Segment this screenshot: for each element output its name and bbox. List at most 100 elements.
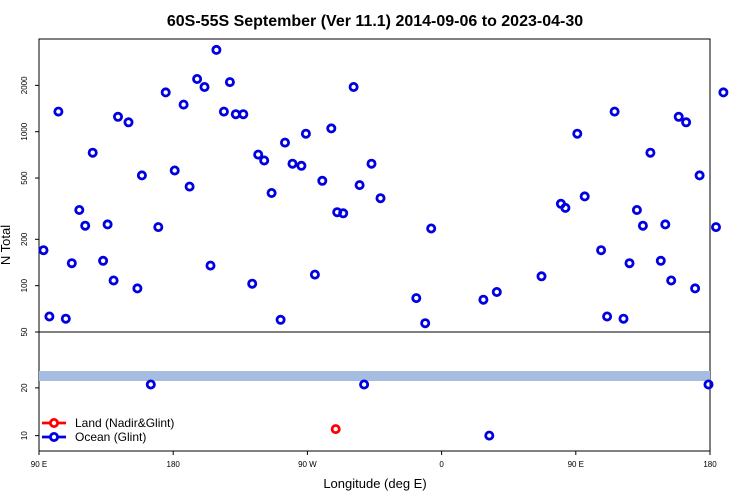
ocean-glint-point (60, 313, 71, 324)
ocean-glint-point (375, 193, 386, 204)
ocean-glint-point (205, 260, 216, 271)
upper_panel-tick-label: 50 (20, 327, 29, 336)
ocean-glint-point (38, 245, 49, 256)
ocean-glint-point (211, 44, 222, 55)
x-axis-label: Longitude (deg E) (323, 476, 426, 491)
x-axis: 90 E 180 90 W 0 90 E 180 (31, 451, 717, 469)
x-tick-label: 90 E (568, 460, 584, 469)
ocean-glint-point (98, 255, 109, 266)
ocean-glint-point (645, 147, 656, 158)
lower_panel-tick-label: 20 (20, 383, 29, 392)
chart-title: 60S-55S September (Ver 11.1) 2014-09-06 … (167, 13, 583, 30)
data-points (38, 44, 729, 441)
ocean-glint-point (123, 117, 134, 128)
ocean-glint-point (718, 87, 729, 98)
plot-frame (38, 38, 711, 452)
ocean-glint-point (491, 286, 502, 297)
ocean-glint-point (354, 180, 365, 191)
ocean-glint-point (596, 245, 607, 256)
ocean-glint-point (572, 128, 583, 139)
ocean-glint-point (681, 117, 692, 128)
legend-marker (49, 417, 60, 428)
land-nadir-glint-point (330, 424, 341, 435)
ocean-glint-point (300, 128, 311, 139)
ocean-glint-point (178, 99, 189, 110)
ocean-glint-point (192, 74, 203, 85)
upper_panel-tick-label: 200 (20, 232, 29, 246)
lower-y-axis: 10 20 (20, 383, 39, 440)
ocean-glint-point (44, 311, 55, 322)
ocean-glint-point (536, 271, 547, 282)
ocean-glint-point (238, 109, 249, 120)
ocean-glint-point (366, 158, 377, 169)
x-tick-label: 180 (167, 460, 181, 469)
ocean-glint-point (338, 208, 349, 219)
ocean-glint-point (259, 155, 270, 166)
x-tick-label: 180 (703, 460, 717, 469)
ocean-glint-point (169, 165, 180, 176)
ocean-glint-point (253, 149, 264, 160)
ocean-glint-point (694, 170, 705, 181)
ocean-glint-point (287, 158, 298, 169)
ocean-glint-point (637, 220, 648, 231)
legend-marker (49, 431, 60, 442)
ocean-glint-point (218, 106, 229, 117)
ocean-glint-point (153, 222, 164, 233)
ocean-glint-point (266, 187, 277, 198)
ocean-glint-point (66, 258, 77, 269)
upper_panel-tick-label: 1000 (20, 122, 29, 140)
legend-label: Land (Nadir&Glint) (75, 416, 174, 430)
ocean-glint-point (309, 269, 320, 280)
x-tick-label: 90 E (31, 460, 47, 469)
ocean-glint-point (53, 106, 64, 117)
x-tick-label: 90 W (298, 460, 317, 469)
ocean-glint-point (199, 82, 210, 93)
ocean-glint-point (602, 311, 613, 322)
ocean-glint-point (108, 275, 119, 286)
upper_panel-tick-label: 500 (20, 171, 29, 185)
ocean-glint-point (560, 202, 571, 213)
ocean-glint-point (703, 379, 714, 390)
ocean-glint-point (317, 175, 328, 186)
lower_panel-tick-label: 10 (20, 431, 29, 440)
ocean-glint-point (690, 283, 701, 294)
ocean-glint-point (296, 160, 307, 171)
ocean-glint-point (160, 87, 171, 98)
gap-band (39, 371, 710, 381)
ocean-glint-point (132, 283, 143, 294)
ocean-glint-point (426, 223, 437, 234)
upper_panel-tick-label: 100 (20, 278, 29, 292)
ocean-glint-point (145, 379, 156, 390)
ocean-glint-point (247, 278, 258, 289)
ocean-glint-point (411, 293, 422, 304)
ocean-glint-point (609, 106, 620, 117)
ocean-glint-point (359, 379, 370, 390)
upper-y-axis: 50 100 200 500 1000 2000 (20, 76, 39, 336)
ocean-glint-point (326, 123, 337, 134)
ocean-glint-point (484, 430, 495, 441)
ocean-glint-point (184, 181, 195, 192)
upper_panel-tick-label: 2000 (20, 76, 29, 94)
ocean-glint-point (660, 219, 671, 230)
ocean-glint-point (113, 111, 124, 122)
ocean-glint-point (224, 77, 235, 88)
ocean-glint-point (420, 318, 431, 329)
ocean-glint-point (87, 147, 98, 158)
ocean-glint-point (711, 222, 722, 233)
ocean-glint-point (618, 313, 629, 324)
ocean-glint-point (348, 82, 359, 93)
x-tick-label: 0 (439, 460, 444, 469)
ocean-glint-point (275, 314, 286, 325)
ocean-glint-point (102, 219, 113, 230)
ocean-glint-point (655, 255, 666, 266)
ocean-glint-point (74, 204, 85, 215)
ocean-glint-point (136, 170, 147, 181)
ocean-glint-point (631, 204, 642, 215)
ocean-glint-point (673, 111, 684, 122)
ocean-glint-point (666, 275, 677, 286)
ocean-glint-point (80, 220, 91, 231)
legend: Land (Nadir&Glint)Ocean (Glint) (42, 416, 174, 444)
y-axis-label: N Total (0, 225, 13, 265)
legend-label: Ocean (Glint) (75, 430, 146, 444)
